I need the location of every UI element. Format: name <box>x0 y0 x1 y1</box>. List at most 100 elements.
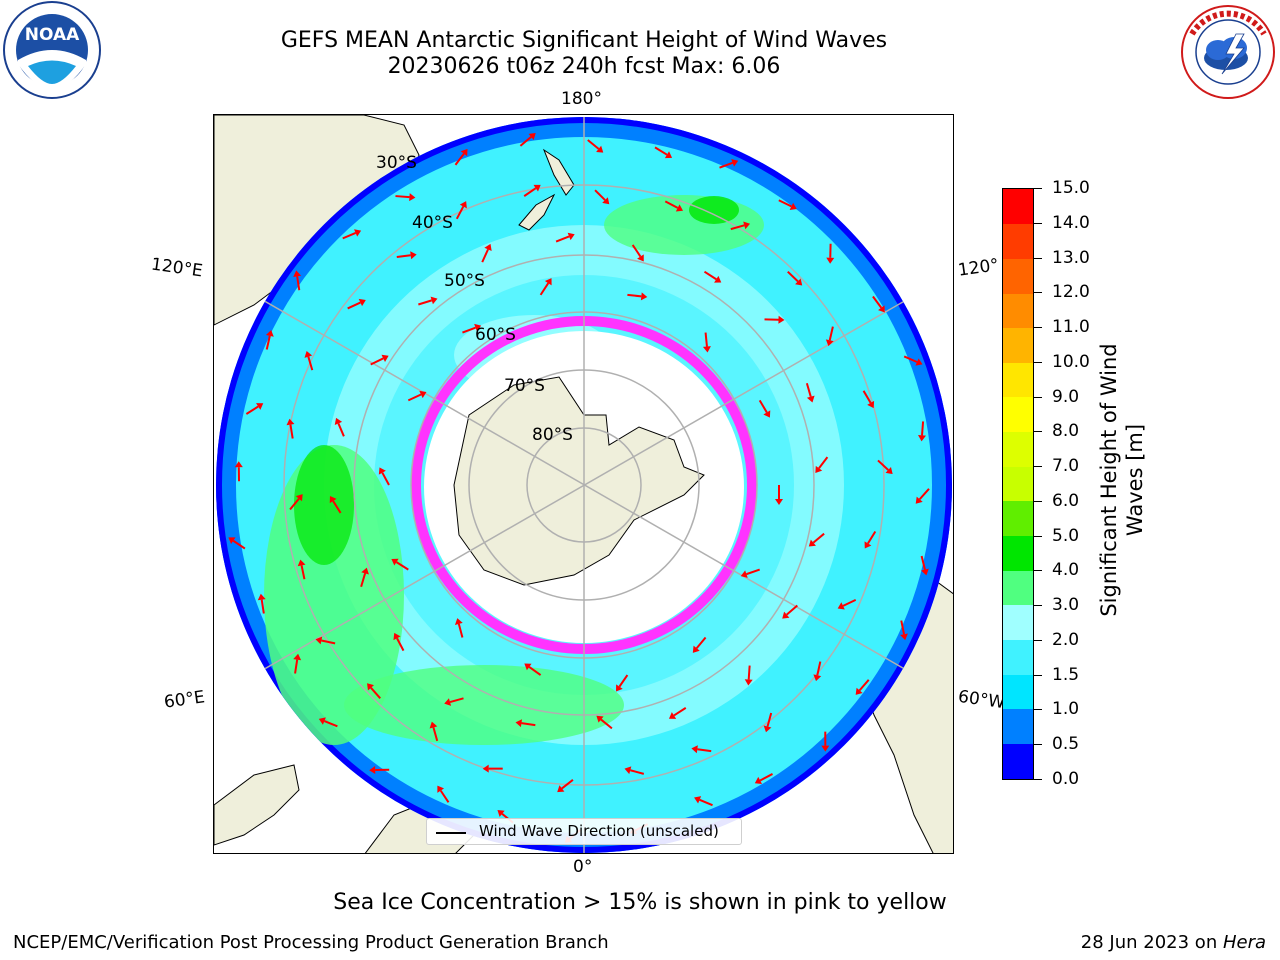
wave-direction-arrowhead <box>918 435 926 442</box>
wave-direction-arrowhead <box>454 618 463 625</box>
wave-zone-pacific <box>604 195 764 255</box>
colorbar-tick <box>1034 222 1042 224</box>
wave-direction-arrowhead <box>878 305 885 313</box>
colorbar-tick <box>1034 605 1042 607</box>
wave-direction-arrow <box>903 355 918 363</box>
polar-map: 30°S 40°S 50°S 60°S 70°S 80°S <box>213 114 954 854</box>
chart-subtitle: 20230626 t06z 240h fcst Max: 6.06 <box>387 54 781 79</box>
wave-zone-south-atlantic <box>344 665 624 745</box>
wave-direction-arrowhead <box>743 221 751 230</box>
colorbar-tick-label: 1.5 <box>1052 664 1080 685</box>
wave-direction-arrowhead <box>544 278 552 286</box>
map-legend: Wind Wave Direction (unscaled) <box>426 818 742 845</box>
wave-direction-arrow <box>631 244 642 258</box>
wave-direction-arrowhead <box>257 593 266 601</box>
colorbar-tick-label: 15.0 <box>1052 178 1090 198</box>
wave-direction-arrow <box>519 136 532 147</box>
wave-direction-arrowhead <box>474 323 482 332</box>
colorbar-tick <box>1034 361 1042 363</box>
wave-direction-arrowhead <box>419 390 427 399</box>
wave-direction-arrow <box>920 555 926 570</box>
wave-direction-arrowhead <box>460 148 468 157</box>
wave-direction-arrow <box>842 598 857 607</box>
colorbar-tick-label: 0.0 <box>1052 769 1080 789</box>
wave-direction-arrowhead <box>524 663 532 671</box>
lat-label-40s: 40°S <box>412 213 453 233</box>
wave-direction-arrow <box>539 282 550 296</box>
wave-direction-arrow <box>587 139 600 150</box>
wave-direction-arrow <box>418 299 433 306</box>
wave-direction-arrowhead <box>789 202 797 211</box>
wave-direction-arrowhead <box>557 785 565 793</box>
wave-direction-arrow <box>747 665 751 680</box>
wave-direction-arrowhead <box>361 567 369 575</box>
colorbar-tick <box>1034 674 1042 676</box>
wave-direction-arrowhead <box>391 558 399 566</box>
lat-label-70s: 70°S <box>504 376 545 396</box>
colorbar-tick-label: 14.0 <box>1052 212 1090 233</box>
wave-direction-arrow <box>245 405 259 415</box>
wave-direction-arrow <box>449 697 464 704</box>
colorbar-tick-label: 10.0 <box>1052 351 1090 372</box>
run-date-text: 28 Jun 2023 on <box>1080 932 1223 953</box>
wave-direction-arrow <box>867 530 877 544</box>
wave-direction-arrow <box>704 332 708 347</box>
wave-direction-arrowhead <box>596 145 604 153</box>
wave-direction-arrow <box>618 674 629 688</box>
wave-direction-arrowhead <box>329 495 337 504</box>
wave-direction-arrowhead <box>782 611 790 619</box>
wave-direction-arrow <box>766 712 773 727</box>
wave-direction-arrowhead <box>664 151 673 159</box>
wave-direction-arrowhead <box>744 679 753 686</box>
colorbar-segment <box>1003 674 1033 710</box>
colorbar-tick <box>1034 431 1042 433</box>
wave-direction-arrowhead <box>692 645 700 653</box>
colorbar-tick <box>1034 188 1042 189</box>
wave-direction-arrow <box>395 561 409 571</box>
wave-direction-arrowhead <box>778 315 785 324</box>
wave-direction-arrow <box>455 205 465 220</box>
colorbar-tick <box>1034 779 1042 780</box>
lat-label-50s: 50°S <box>444 271 485 291</box>
wave-direction-arrow <box>697 748 712 753</box>
wave-direction-arrow <box>805 382 812 397</box>
wave-direction-arrowhead <box>624 766 632 775</box>
colorbar-tick <box>1034 327 1042 329</box>
wave-direction-arrowhead <box>602 197 610 205</box>
wave-direction-arrowhead <box>867 400 875 409</box>
wave-direction-arrowhead <box>740 570 748 578</box>
wave-direction-arrow <box>594 189 606 201</box>
colorbar-tick <box>1034 396 1042 398</box>
wave-direction-arrow <box>481 248 489 263</box>
wave-direction-arrow <box>396 637 405 652</box>
wave-direction-arrowhead <box>921 568 929 576</box>
colorbar-tick-label: 7.0 <box>1052 456 1080 477</box>
wave-direction-arrow <box>321 639 336 645</box>
wave-direction-arrowhead <box>497 810 505 817</box>
wave-direction-arrow <box>654 146 668 156</box>
wave-direction-arrow <box>347 301 361 310</box>
wave-direction-arrow <box>396 254 411 259</box>
wave-direction-arrow <box>746 568 761 576</box>
colorbar-tick-label: 0.5 <box>1052 734 1080 755</box>
land-new-zealand <box>542 148 575 196</box>
wave-direction-arrowhead <box>393 632 401 641</box>
wave-direction-arrowhead <box>616 684 623 692</box>
wave-direction-arrowhead <box>763 725 772 733</box>
colorbar-tick <box>1034 466 1042 468</box>
wave-direction-arrowhead <box>813 674 822 682</box>
colorbar-tick-label: 13.0 <box>1052 247 1090 268</box>
wave-direction-arrow <box>812 532 825 544</box>
wave-direction-arrowhead <box>864 541 872 549</box>
colorbar-tick-label: 2.0 <box>1052 629 1080 650</box>
lon-label-120w: 120° <box>956 255 1001 281</box>
colorbar-segment <box>1003 431 1033 467</box>
wave-direction-arrowhead <box>378 467 386 475</box>
wave-direction-arrowhead <box>533 184 541 192</box>
wave-direction-arrowhead <box>596 715 604 723</box>
run-date: 28 Jun 2023 on Hera <box>1081 932 1266 953</box>
wave-direction-arrow <box>300 565 306 580</box>
wave-direction-arrow <box>816 661 822 676</box>
wave-direction-arrowhead <box>304 350 313 358</box>
wave-direction-arrow <box>900 620 905 635</box>
